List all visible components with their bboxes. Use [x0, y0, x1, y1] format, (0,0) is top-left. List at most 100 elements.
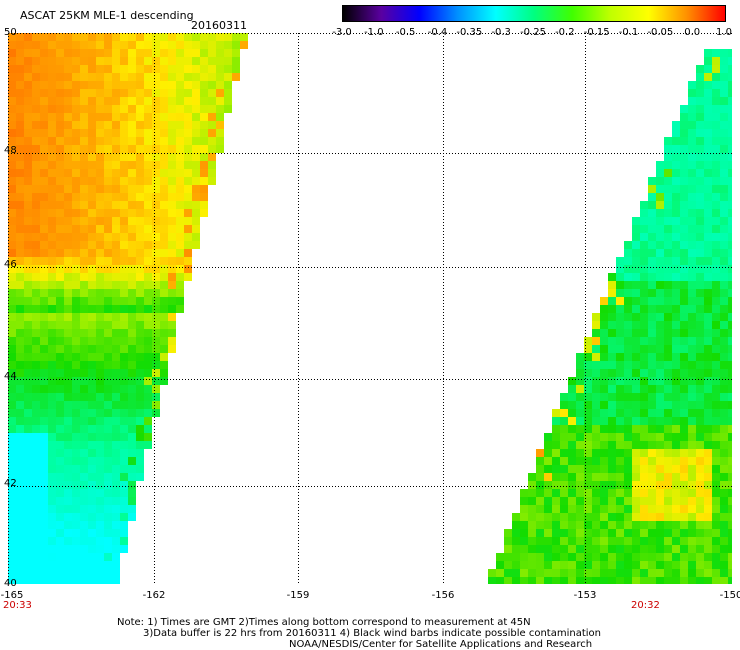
- swath-cell: [32, 489, 40, 497]
- swath-cell: [80, 433, 88, 441]
- swath-cell: [616, 273, 624, 281]
- swath-cell: [80, 425, 88, 433]
- swath-cell: [72, 417, 80, 425]
- swath-cell: [160, 97, 168, 105]
- swath-cell: [608, 465, 616, 473]
- swath-cell: [600, 377, 608, 385]
- swath-cell: [720, 113, 728, 121]
- swath-cell: [592, 393, 600, 401]
- swath-cell: [728, 121, 732, 129]
- swath-cell: [96, 385, 104, 393]
- swath-cell: [184, 57, 192, 65]
- swath-cell: [616, 425, 624, 433]
- swath-cell: [584, 377, 592, 385]
- swath-cell: [672, 233, 680, 241]
- swath-cell: [624, 257, 632, 265]
- swath-cell: [176, 33, 184, 41]
- swath-cell: [728, 129, 732, 137]
- swath-cell: [48, 57, 56, 65]
- swath-cell: [96, 545, 104, 553]
- swath-cell: [592, 401, 600, 409]
- swath-cell: [688, 281, 696, 289]
- lon-label-165w: -165: [0, 590, 24, 601]
- swath-cell: [600, 345, 608, 353]
- swath-cell: [152, 409, 160, 417]
- swath-cell: [144, 153, 152, 161]
- swath-cell: [664, 497, 672, 505]
- swath-cell: [24, 545, 32, 553]
- swath-cell: [640, 449, 648, 457]
- swath-cell: [672, 345, 680, 353]
- swath-cell: [104, 169, 112, 177]
- swath-cell: [104, 505, 112, 513]
- swath-cell: [184, 257, 192, 265]
- swath-cell: [72, 225, 80, 233]
- swath-cell: [48, 569, 56, 577]
- swath-cell: [232, 57, 240, 65]
- swath-cell: [216, 65, 224, 73]
- swath-cell: [40, 185, 48, 193]
- swath-cell: [64, 521, 72, 529]
- swath-cell: [152, 81, 160, 89]
- swath-cell: [24, 401, 32, 409]
- swath-cell: [80, 185, 88, 193]
- swath-cell: [664, 233, 672, 241]
- swath-cell: [96, 537, 104, 545]
- swath-cell: [128, 385, 136, 393]
- swath-cell: [648, 473, 656, 481]
- swath-cell: [8, 265, 16, 273]
- swath-cell: [72, 33, 80, 41]
- swath-cell: [144, 241, 152, 249]
- swath-cell: [24, 561, 32, 569]
- swath-cell: [104, 329, 112, 337]
- swath-cell: [64, 89, 72, 97]
- swath-cell: [664, 489, 672, 497]
- swath-cell: [568, 481, 576, 489]
- swath-cell: [120, 241, 128, 249]
- swath-cell: [32, 305, 40, 313]
- swath-cell: [104, 353, 112, 361]
- swath-cell: [720, 201, 728, 209]
- swath-cell: [184, 73, 192, 81]
- swath-cell: [560, 425, 568, 433]
- swath-cell: [24, 177, 32, 185]
- swath-cell: [520, 553, 528, 561]
- swath-cell: [16, 369, 24, 377]
- swath-cell: [688, 481, 696, 489]
- swath-cell: [64, 337, 72, 345]
- swath-cell: [128, 41, 136, 49]
- swath-cell: [112, 457, 120, 465]
- swath-cell: [160, 129, 168, 137]
- swath-cell: [48, 137, 56, 145]
- swath-cell: [16, 33, 24, 41]
- swath-cell: [552, 433, 560, 441]
- swath-cell: [80, 209, 88, 217]
- swath-cell: [56, 529, 64, 537]
- swath-cell: [192, 97, 200, 105]
- swath-cell: [632, 441, 640, 449]
- swath-cell: [160, 249, 168, 257]
- swath-cell: [88, 265, 96, 273]
- swath-cell: [704, 233, 712, 241]
- swath-cell: [16, 505, 24, 513]
- swath-cell: [32, 417, 40, 425]
- swath-cell: [40, 289, 48, 297]
- swath-cell: [184, 97, 192, 105]
- swath-cell: [104, 401, 112, 409]
- swath-cell: [152, 177, 160, 185]
- swath-cell: [608, 409, 616, 417]
- swath-cell: [656, 281, 664, 289]
- swath-cell: [656, 273, 664, 281]
- swath-cell: [64, 545, 72, 553]
- swath-cell: [112, 481, 120, 489]
- swath-cell: [24, 257, 32, 265]
- swath-cell: [584, 425, 592, 433]
- swath-cell: [112, 329, 120, 337]
- swath-cell: [632, 233, 640, 241]
- swath-cell: [112, 553, 120, 561]
- swath-cell: [8, 569, 16, 577]
- swath-cell: [40, 473, 48, 481]
- lon-label-150w: -150: [719, 590, 740, 601]
- swath-cell: [688, 553, 696, 561]
- swath-cell: [656, 569, 664, 577]
